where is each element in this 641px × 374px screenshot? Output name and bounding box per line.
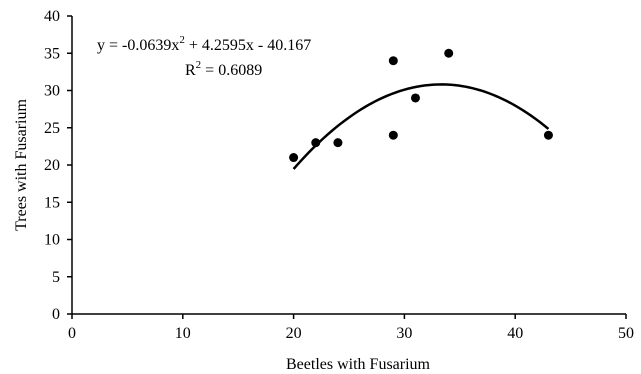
y-tick-label: 35 bbox=[44, 45, 60, 62]
x-ticks: 0 10 20 30 40 50 bbox=[68, 314, 634, 342]
y-tick-label: 20 bbox=[44, 157, 60, 174]
equation-main: y = -0.0639x bbox=[97, 37, 179, 54]
x-tick-label: 20 bbox=[286, 325, 302, 342]
y-tick-label: 40 bbox=[44, 8, 60, 25]
data-point bbox=[333, 138, 343, 148]
x-tick-label: 10 bbox=[175, 325, 191, 342]
x-tick-label: 50 bbox=[618, 325, 634, 342]
y-tick-label: 25 bbox=[44, 120, 60, 137]
y-tick-label: 15 bbox=[44, 194, 60, 211]
y-tick-label: 0 bbox=[52, 306, 60, 323]
x-tick-label: 0 bbox=[68, 325, 76, 342]
data-point bbox=[444, 48, 454, 58]
data-point bbox=[311, 138, 321, 148]
equation-exponent: 2 bbox=[179, 34, 185, 46]
trendline-layer bbox=[292, 83, 550, 170]
r2-main: R bbox=[185, 62, 196, 79]
x-tick-label: 30 bbox=[396, 325, 412, 342]
trendline-equation: y = -0.0639x2 + 4.2595x - 40.167 bbox=[97, 34, 311, 54]
trendline bbox=[292, 83, 550, 170]
r-squared-label: R2 = 0.6089 bbox=[185, 59, 262, 79]
y-tick-label: 5 bbox=[52, 269, 60, 286]
y-tick-label: 10 bbox=[44, 232, 60, 249]
x-tick-label: 40 bbox=[507, 325, 523, 342]
equation-rest: + 4.2595x - 40.167 bbox=[185, 37, 311, 54]
r2-exponent: 2 bbox=[196, 59, 202, 71]
data-points bbox=[289, 48, 553, 163]
data-point bbox=[543, 130, 553, 140]
y-tick-label: 30 bbox=[44, 83, 60, 100]
data-point bbox=[388, 56, 398, 66]
axes-layer bbox=[71, 16, 626, 315]
y-ticks: 0 5 10 15 20 25 30 35 40 bbox=[44, 8, 72, 323]
x-axis-title: Beetles with Fusarium bbox=[286, 356, 431, 373]
r2-rest: = 0.6089 bbox=[201, 62, 262, 79]
data-point bbox=[388, 130, 398, 140]
data-point bbox=[289, 153, 299, 163]
data-point bbox=[410, 93, 420, 103]
y-axis-title: Trees with Fusarium bbox=[13, 99, 30, 231]
